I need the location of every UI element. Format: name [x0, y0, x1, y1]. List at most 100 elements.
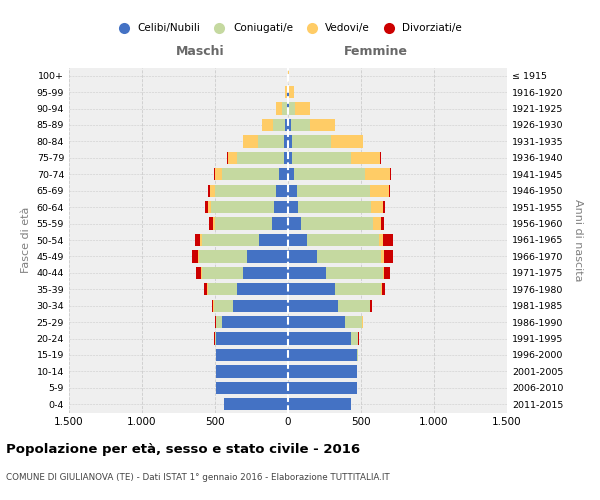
Bar	[291, 119, 310, 131]
Bar	[274, 201, 288, 213]
Bar	[223, 168, 279, 180]
Bar	[298, 201, 371, 213]
Bar	[223, 316, 288, 328]
Bar	[214, 300, 233, 312]
Bar	[383, 234, 393, 246]
Bar	[301, 218, 373, 230]
Bar	[310, 119, 335, 131]
Bar	[227, 152, 228, 164]
Bar	[288, 300, 338, 312]
Bar	[202, 234, 259, 246]
Bar	[288, 382, 356, 394]
Bar	[288, 332, 351, 344]
Bar	[331, 136, 363, 147]
Bar	[285, 119, 288, 131]
Bar	[213, 218, 215, 230]
Bar	[289, 102, 295, 115]
Bar	[217, 332, 288, 344]
Bar	[199, 250, 247, 262]
Bar	[272, 218, 288, 230]
Bar	[370, 184, 389, 197]
Bar	[288, 70, 289, 82]
Bar	[351, 152, 380, 164]
Bar	[215, 184, 277, 197]
Bar	[210, 184, 215, 197]
Bar	[205, 201, 208, 213]
Bar	[389, 184, 390, 197]
Bar	[292, 136, 331, 147]
Bar	[356, 349, 358, 361]
Bar	[228, 152, 237, 164]
Bar	[208, 184, 210, 197]
Bar	[363, 316, 364, 328]
Bar	[279, 168, 288, 180]
Bar	[233, 300, 288, 312]
Text: Popolazione per età, sesso e stato civile - 2016: Popolazione per età, sesso e stato civil…	[6, 442, 360, 456]
Bar	[217, 382, 288, 394]
Bar	[382, 250, 385, 262]
Bar	[208, 283, 237, 296]
Bar	[258, 136, 284, 147]
Bar	[383, 201, 385, 213]
Bar	[365, 168, 390, 180]
Bar	[288, 168, 294, 180]
Bar	[288, 366, 356, 378]
Bar	[200, 234, 202, 246]
Bar	[385, 266, 390, 279]
Bar	[288, 250, 317, 262]
Bar	[351, 332, 358, 344]
Bar	[380, 152, 381, 164]
Bar	[345, 316, 362, 328]
Bar	[297, 184, 370, 197]
Bar	[284, 136, 288, 147]
Bar	[274, 119, 285, 131]
Bar	[215, 218, 272, 230]
Bar	[215, 168, 223, 180]
Text: Femmine: Femmine	[344, 44, 407, 58]
Bar	[288, 316, 345, 328]
Bar	[370, 300, 371, 312]
Bar	[292, 152, 351, 164]
Bar	[294, 168, 365, 180]
Bar	[215, 316, 216, 328]
Bar	[288, 136, 292, 147]
Bar	[259, 234, 288, 246]
Bar	[288, 119, 291, 131]
Bar	[262, 119, 274, 131]
Bar	[244, 136, 258, 147]
Bar	[288, 349, 356, 361]
Bar	[338, 300, 370, 312]
Bar	[237, 283, 288, 296]
Bar	[214, 168, 215, 180]
Bar	[217, 349, 288, 361]
Bar	[288, 266, 326, 279]
Text: COMUNE DI GIULIANOVA (TE) - Dati ISTAT 1° gennaio 2016 - Elaborazione TUTTITALIA: COMUNE DI GIULIANOVA (TE) - Dati ISTAT 1…	[6, 472, 390, 482]
Bar	[335, 283, 382, 296]
Bar	[295, 102, 310, 115]
Bar	[202, 266, 243, 279]
Bar	[217, 366, 288, 378]
Bar	[212, 300, 213, 312]
Bar	[326, 266, 383, 279]
Bar	[194, 234, 200, 246]
Bar	[288, 152, 292, 164]
Bar	[382, 283, 385, 296]
Bar	[277, 184, 288, 197]
Bar	[243, 266, 288, 279]
Bar	[390, 168, 391, 180]
Bar	[277, 102, 282, 115]
Bar	[285, 86, 287, 99]
Bar	[215, 332, 217, 344]
Bar	[217, 316, 223, 328]
Bar	[208, 201, 211, 213]
Bar	[373, 218, 382, 230]
Bar	[288, 184, 297, 197]
Y-axis label: Anni di nascita: Anni di nascita	[573, 198, 583, 281]
Bar	[383, 266, 385, 279]
Bar	[237, 152, 284, 164]
Legend: Celibi/Nubili, Coniugati/e, Vedovi/e, Divorziati/e: Celibi/Nubili, Coniugati/e, Vedovi/e, Di…	[110, 19, 466, 38]
Bar	[371, 201, 383, 213]
Y-axis label: Fasce di età: Fasce di età	[21, 207, 31, 273]
Bar	[287, 86, 288, 99]
Bar	[205, 283, 208, 296]
